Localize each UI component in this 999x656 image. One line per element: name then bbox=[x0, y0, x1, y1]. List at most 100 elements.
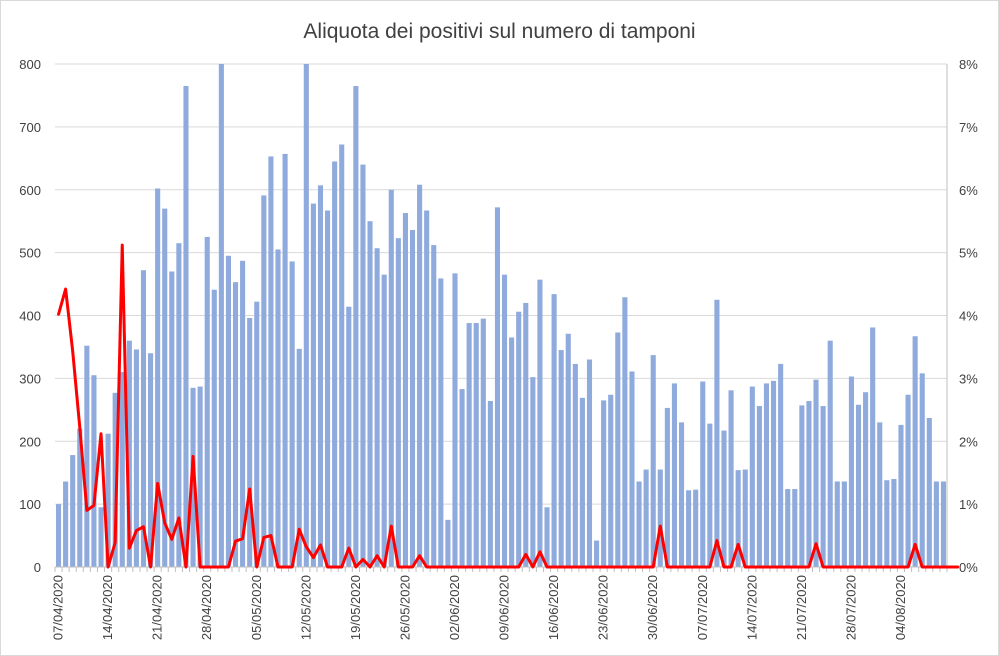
x-tick-label: 21/07/2020 bbox=[794, 575, 809, 640]
bar bbox=[445, 519, 451, 567]
bar bbox=[678, 422, 685, 567]
x-tick-label: 19/05/2020 bbox=[348, 575, 363, 640]
bar bbox=[671, 383, 677, 567]
x-tick-label: 04/08/2020 bbox=[893, 575, 908, 640]
y-tick-label: 400 bbox=[19, 309, 41, 324]
bar bbox=[438, 278, 444, 567]
bar bbox=[494, 207, 501, 568]
x-tick-label: 21/04/2020 bbox=[150, 575, 165, 640]
bar bbox=[763, 383, 770, 567]
bar bbox=[473, 323, 479, 567]
bar bbox=[225, 255, 231, 568]
bar bbox=[91, 375, 97, 567]
bar bbox=[693, 489, 699, 567]
y-tick-label: 300 bbox=[19, 371, 41, 386]
bar bbox=[289, 261, 295, 567]
bar bbox=[898, 424, 904, 567]
bar bbox=[55, 504, 62, 567]
bar bbox=[424, 210, 430, 567]
bar bbox=[417, 184, 423, 567]
bar bbox=[459, 389, 465, 567]
bar bbox=[183, 86, 189, 567]
x-tick-label: 02/06/2020 bbox=[447, 575, 462, 640]
line-series bbox=[57, 243, 960, 569]
y2-tick-label: 8% bbox=[959, 57, 978, 72]
bar bbox=[650, 355, 656, 567]
bar bbox=[197, 386, 203, 567]
bar bbox=[282, 153, 288, 567]
bar bbox=[119, 372, 125, 567]
x-tick-label: 30/06/2020 bbox=[645, 575, 660, 640]
bar bbox=[855, 404, 862, 567]
bar bbox=[240, 260, 246, 567]
bar bbox=[643, 469, 649, 567]
tick-labels: 0 0% 100 1% 200 2% 300 3% 400 4% 500 5% 600 6% 700 7% 80… bbox=[19, 57, 978, 640]
bar bbox=[657, 469, 663, 567]
bar bbox=[452, 273, 458, 567]
bar bbox=[919, 373, 925, 567]
y2-tick-label: 1% bbox=[959, 497, 978, 512]
bar bbox=[608, 394, 614, 567]
gridlines bbox=[55, 63, 947, 505]
bar bbox=[169, 271, 175, 567]
bar bbox=[63, 481, 69, 567]
bar bbox=[176, 243, 182, 567]
bar bbox=[268, 156, 274, 567]
x-tick-label: 28/07/2020 bbox=[843, 575, 858, 640]
bar bbox=[615, 332, 621, 567]
bar bbox=[339, 144, 345, 568]
bar bbox=[579, 397, 585, 567]
bar bbox=[664, 407, 670, 567]
bar bbox=[714, 299, 720, 567]
bar bbox=[756, 406, 762, 567]
bar bbox=[325, 210, 331, 567]
bar bbox=[700, 381, 706, 567]
bar bbox=[402, 213, 408, 568]
y-tick-label: 800 bbox=[19, 57, 41, 72]
bar bbox=[926, 417, 932, 567]
bar bbox=[601, 400, 607, 567]
bar bbox=[466, 323, 472, 567]
bar bbox=[622, 297, 628, 567]
bar bbox=[261, 195, 267, 567]
bar bbox=[905, 394, 911, 567]
bar bbox=[877, 422, 883, 567]
bar bbox=[70, 455, 76, 567]
bar bbox=[211, 289, 217, 567]
bar bbox=[395, 238, 401, 567]
bar bbox=[346, 306, 352, 567]
bar bbox=[813, 379, 819, 567]
bar bbox=[686, 490, 692, 567]
bar bbox=[820, 406, 826, 567]
x-tick-label: 26/05/2020 bbox=[397, 575, 412, 640]
bar bbox=[140, 270, 147, 567]
y2-tick-label: 2% bbox=[959, 434, 978, 449]
x-tick-label: 07/07/2020 bbox=[695, 575, 710, 640]
y2-tick-label: 4% bbox=[959, 309, 978, 324]
bar bbox=[636, 481, 642, 567]
bar bbox=[742, 469, 748, 567]
x-tick-label: 07/04/2020 bbox=[51, 575, 66, 640]
bar bbox=[509, 337, 515, 567]
bar bbox=[353, 86, 359, 567]
x-tick-label: 16/06/2020 bbox=[546, 575, 561, 640]
bar bbox=[551, 294, 557, 567]
y2-tick-label: 7% bbox=[959, 120, 978, 135]
bar bbox=[572, 363, 578, 567]
bar bbox=[707, 423, 713, 567]
x-tick-label: 12/05/2020 bbox=[298, 575, 313, 640]
bar bbox=[594, 540, 600, 567]
bar bbox=[126, 340, 132, 567]
bar bbox=[841, 481, 847, 567]
y2-tick-label: 6% bbox=[959, 183, 978, 198]
bar bbox=[721, 430, 727, 567]
y2-tick-label: 5% bbox=[959, 246, 978, 261]
bar bbox=[884, 480, 890, 567]
bar bbox=[431, 245, 437, 567]
bar bbox=[367, 221, 373, 567]
bar bbox=[487, 401, 493, 567]
bar bbox=[530, 377, 536, 567]
bar bbox=[537, 279, 543, 567]
bar bbox=[863, 392, 869, 567]
